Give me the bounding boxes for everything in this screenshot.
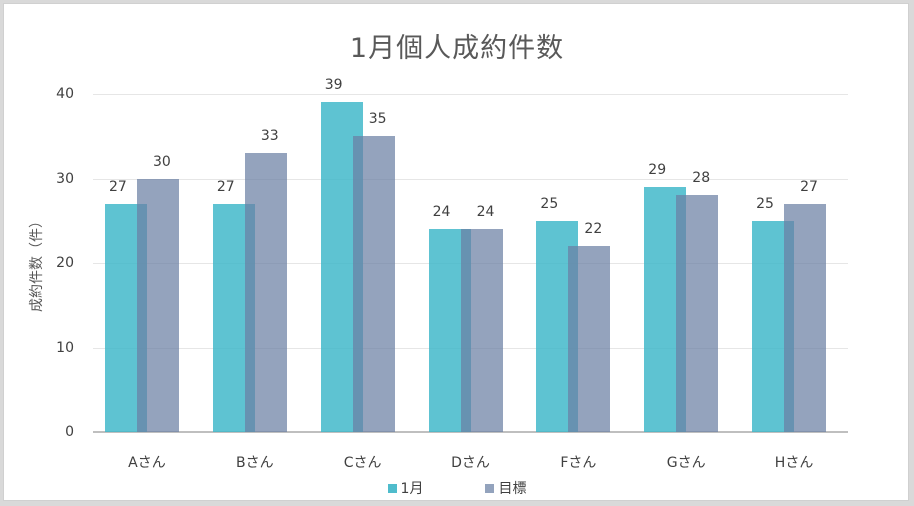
data-label: 25 — [756, 195, 774, 212]
x-category-label: Cさん — [343, 455, 382, 471]
y-tick-label: 0 — [65, 424, 74, 440]
bar-mokuhyo — [784, 203, 827, 432]
data-label: 27 — [216, 178, 235, 195]
bar-mokuhyo — [568, 246, 611, 432]
data-label: 22 — [584, 221, 603, 238]
legend-swatch-1gatsu — [387, 483, 397, 493]
data-label: 39 — [324, 77, 343, 94]
y-tick-label: 40 — [56, 86, 74, 102]
gridline — [93, 179, 848, 180]
bar-mokuhyo — [676, 195, 719, 432]
data-label: 27 — [800, 178, 818, 195]
y-tick-label: 20 — [56, 255, 74, 271]
y-tick-label: 10 — [56, 339, 74, 356]
legend-label: 目標 — [498, 481, 527, 497]
legend-item-mokuhyo: 目標 — [485, 478, 526, 498]
x-category-label: Aさん — [128, 455, 166, 471]
gridline — [93, 94, 848, 95]
data-label: 30 — [153, 153, 171, 170]
x-axis-line — [93, 431, 848, 433]
legend-swatch-mokuhyo — [485, 483, 495, 493]
bar-mokuhyo — [352, 136, 395, 432]
data-label: 29 — [648, 161, 667, 178]
data-label: 33 — [260, 128, 279, 145]
data-label: 24 — [432, 204, 451, 221]
data-label: 24 — [476, 204, 495, 221]
x-category-label: Fさん — [560, 455, 597, 471]
bar-mokuhyo — [136, 178, 179, 432]
data-label: 28 — [692, 170, 711, 187]
bar-mokuhyo — [244, 153, 287, 432]
legend-item-1gatsu: 1月 — [387, 478, 424, 498]
bar-mokuhyo — [460, 229, 503, 432]
data-label: 27 — [109, 178, 127, 195]
x-category-label: Gさん — [666, 455, 706, 471]
data-label: 25 — [540, 195, 559, 212]
data-label: 35 — [368, 111, 387, 128]
x-category-label: Dさん — [451, 455, 490, 471]
chart-title: 1月個人成約件数 — [349, 33, 565, 64]
x-category-label: Hさん — [774, 455, 814, 471]
legend-label: 1月 — [400, 481, 424, 497]
legend: 1月 目標 — [0, 478, 914, 498]
x-category-label: Bさん — [235, 455, 274, 471]
y-tick-label: 30 — [56, 170, 74, 187]
